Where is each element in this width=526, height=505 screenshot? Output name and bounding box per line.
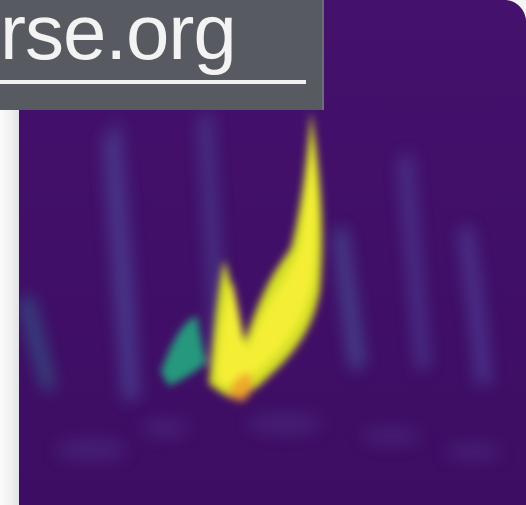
url-banner: rse.org: [0, 0, 324, 110]
signal-chirp: [161, 112, 323, 402]
url-underline: [0, 80, 306, 84]
url-text: rse.org: [0, 0, 237, 76]
faint-bands: [19, 110, 491, 400]
noise-texture: [55, 413, 501, 462]
